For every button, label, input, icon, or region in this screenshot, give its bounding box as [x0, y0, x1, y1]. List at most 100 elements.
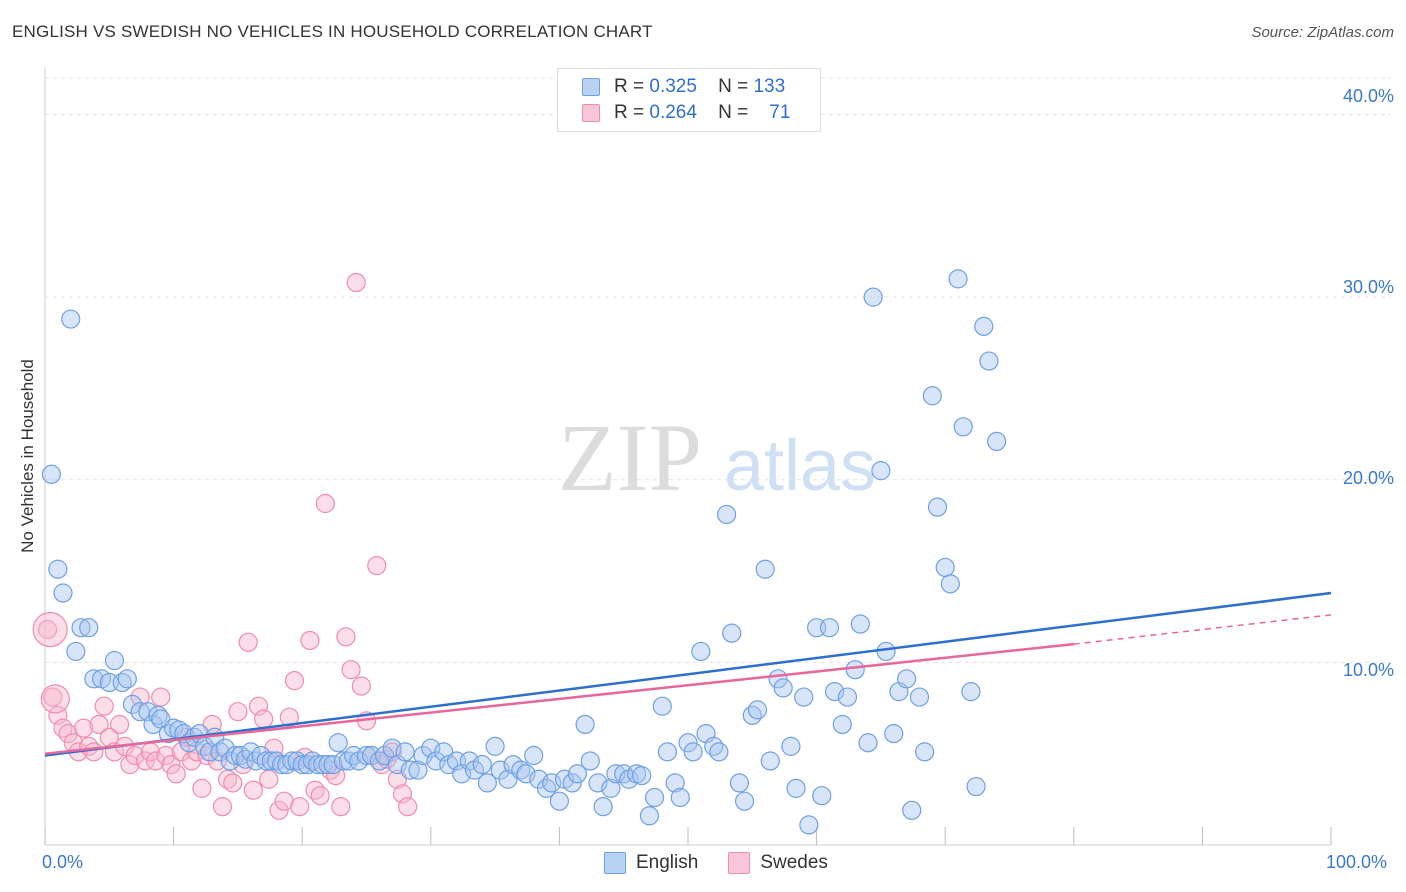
english-point [302, 751, 323, 771]
series-legend: English Swedes [604, 852, 858, 874]
stats-row-swedes: R = 0.264 N = 71 [582, 100, 790, 126]
english-point [536, 778, 557, 798]
english-point [477, 773, 497, 793]
english-point [799, 815, 819, 835]
swedes-trend-line [44, 642, 1074, 755]
swedes-point [151, 687, 171, 707]
english-point [729, 773, 750, 793]
english-point [644, 787, 665, 808]
english-point [897, 669, 917, 689]
english-n-value: 133 [753, 76, 786, 97]
english-point [313, 755, 333, 775]
legend-swedes-swatch [728, 852, 751, 874]
english-point [542, 773, 562, 793]
swedes-point [37, 619, 58, 640]
swedes-r-label: R = [614, 102, 645, 123]
english-point [246, 751, 266, 771]
english-point [948, 269, 968, 289]
swedes-point [367, 555, 387, 576]
swedes-point [310, 786, 330, 806]
swedes-point [305, 780, 325, 800]
english-point [678, 733, 698, 753]
swedes-swatch [582, 104, 600, 122]
english-point [909, 687, 930, 707]
english-point [225, 745, 245, 766]
swedes-point [166, 764, 186, 784]
english-point [850, 614, 870, 634]
swedes-point [284, 671, 305, 691]
swedes-point [269, 800, 289, 820]
swedes-point [89, 714, 109, 735]
english-point [773, 678, 793, 698]
english-point [122, 694, 143, 714]
english-point [927, 497, 948, 517]
english-point [459, 751, 479, 771]
english-point [511, 760, 531, 780]
english-point [819, 618, 840, 638]
swedes-point [290, 797, 310, 817]
swedes-point [84, 742, 104, 762]
english-point [323, 755, 343, 775]
swedes-point [43, 687, 63, 707]
swedes-point [254, 709, 274, 729]
english-point [915, 742, 935, 762]
swedes-n-label: N = [718, 102, 749, 123]
english-point [421, 738, 441, 758]
english-point [691, 641, 711, 662]
english-point [328, 733, 348, 753]
english-point [632, 766, 652, 786]
english-point [639, 806, 660, 826]
english-point [562, 773, 582, 793]
legend-swedes[interactable]: Swedes [728, 852, 828, 874]
legend-english[interactable]: English [604, 852, 698, 874]
english-points [41, 269, 1007, 835]
english-point [709, 742, 729, 762]
swedes-point [341, 660, 361, 680]
swedes-point [259, 769, 279, 789]
english-point [408, 760, 428, 780]
swedes-point [53, 718, 73, 738]
english-point [979, 351, 999, 371]
swedes-point-large [32, 611, 68, 648]
english-point [863, 287, 883, 307]
swedes-point [109, 714, 130, 735]
swedes-point [346, 272, 366, 293]
english-point [266, 751, 287, 771]
english-point [272, 755, 292, 775]
english-point [117, 669, 137, 689]
english-point [742, 705, 762, 725]
english-point [722, 623, 742, 643]
swedes-point [192, 778, 212, 798]
english-point [71, 618, 91, 638]
english-point [580, 751, 600, 771]
english-point [935, 557, 955, 578]
swedes-point [351, 676, 371, 696]
english-point [837, 687, 858, 707]
swedes-point-large [40, 684, 70, 714]
english-point [287, 751, 307, 771]
y-tick-10: 10.0% [1342, 660, 1394, 680]
swedes-point [94, 696, 114, 716]
swedes-point [125, 745, 145, 766]
swedes-points [32, 272, 418, 820]
y-axis-label: No Vehicles in Household [18, 359, 37, 553]
watermark: ZIP atlas [558, 404, 876, 511]
swedes-point [145, 751, 166, 771]
english-point [400, 760, 420, 780]
english-point [333, 751, 353, 771]
english-point [794, 687, 814, 707]
swedes-point [135, 751, 155, 771]
english-n-label: N = [718, 76, 749, 97]
english-point [61, 309, 81, 329]
swedes-point [73, 718, 94, 738]
english-point [112, 672, 132, 693]
english-swatch [582, 78, 600, 96]
english-point [79, 618, 99, 638]
legend-swedes-label: Swedes [760, 852, 828, 873]
swedes-point [336, 627, 356, 647]
english-point [308, 755, 328, 775]
english-point [987, 431, 1007, 452]
english-point [665, 773, 685, 793]
swedes-point [398, 797, 418, 817]
y-tick-40: 40.0% [1342, 86, 1394, 106]
